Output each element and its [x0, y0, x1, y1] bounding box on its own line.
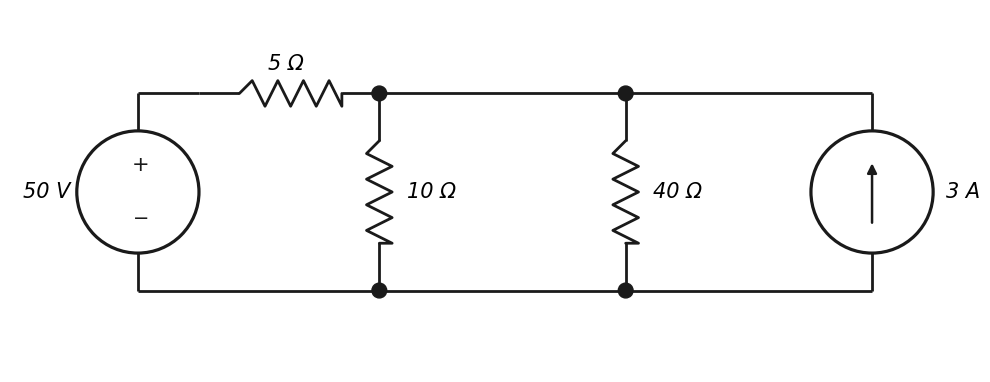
- Text: 3 A: 3 A: [946, 182, 980, 202]
- Text: +: +: [132, 155, 149, 175]
- Circle shape: [619, 86, 633, 101]
- Circle shape: [619, 283, 633, 298]
- Text: 5 Ω: 5 Ω: [267, 54, 304, 74]
- Text: 50 V: 50 V: [23, 182, 70, 202]
- Circle shape: [372, 86, 387, 101]
- Circle shape: [372, 283, 387, 298]
- Text: 40 Ω: 40 Ω: [653, 182, 702, 202]
- Text: −: −: [133, 209, 149, 228]
- Text: 10 Ω: 10 Ω: [407, 182, 456, 202]
